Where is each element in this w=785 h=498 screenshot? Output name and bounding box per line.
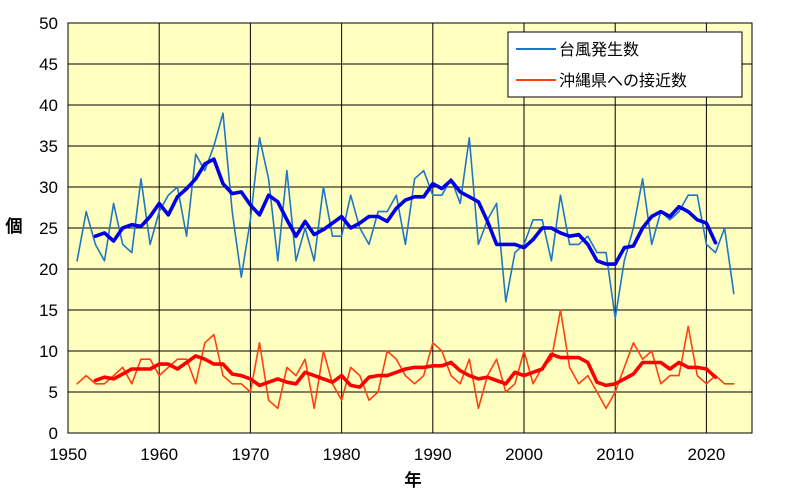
legend-label-okinawa: 沖縄県への接近数 [559, 71, 687, 90]
x-tick-label: 2010 [596, 445, 634, 464]
x-axis-ticks: 1950 1960 1970 1980 1990 2000 2010 2020 [49, 445, 725, 464]
series-layer [76, 112, 735, 410]
x-tick-label: 1970 [231, 445, 269, 464]
x-axis-label: 年 [405, 470, 422, 491]
y-tick-label: 10 [39, 342, 58, 361]
y-tick-label: 25 [39, 219, 58, 238]
y-tick-label: 0 [49, 424, 58, 443]
series-line-okinawa [76, 309, 735, 410]
x-tick-label: 2020 [687, 445, 725, 464]
y-tick-label: 40 [39, 96, 58, 115]
legend: 台風発生数 沖縄県への接近数 [507, 31, 743, 98]
series-line-typhoon_ma [93, 157, 718, 266]
y-tick-label: 30 [39, 178, 58, 197]
x-tick-label: 1950 [49, 445, 87, 464]
x-tick-label: 1980 [323, 445, 361, 464]
y-tick-label: 35 [39, 137, 58, 156]
grid [68, 23, 752, 433]
legend-label-typhoon: 台風発生数 [559, 40, 639, 59]
y-tick-label: 45 [39, 55, 58, 74]
legend-box [507, 31, 743, 98]
series-line-typhoon [76, 112, 735, 320]
x-tick-label: 2000 [505, 445, 543, 464]
y-axis-label: 個 [5, 216, 23, 237]
y-tick-label: 15 [39, 301, 58, 320]
plot-frame [67, 22, 753, 434]
y-tick-label: 20 [39, 260, 58, 279]
y-tick-label: 5 [49, 383, 58, 402]
series-line-okinawa_ma [93, 352, 718, 389]
x-tick-label: 1990 [414, 445, 452, 464]
x-tick-label: 1960 [140, 445, 178, 464]
y-axis-ticks: 0 5 10 15 20 25 30 35 40 45 50 [39, 14, 58, 443]
y-tick-label: 50 [39, 14, 58, 33]
